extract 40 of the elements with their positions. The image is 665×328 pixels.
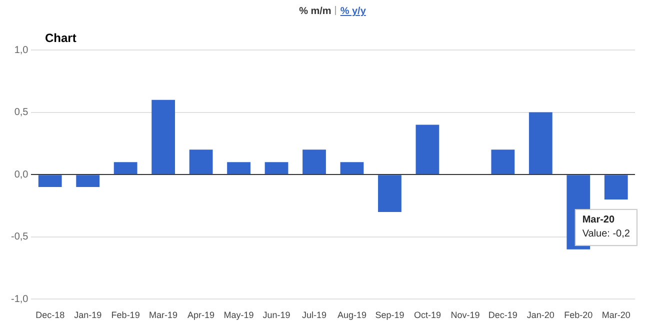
bar [378, 175, 402, 212]
bar [528, 112, 552, 174]
annotation: Mar-20 [582, 214, 615, 226]
y-tick-label: -0,5 [10, 232, 29, 243]
bar [491, 150, 515, 174]
x-tick-label: Sep-19 [375, 310, 404, 320]
x-tick-label: Nov-19 [450, 310, 480, 320]
annotation: Value: -0,2 [582, 228, 630, 240]
bar [189, 150, 213, 174]
bar [114, 162, 138, 174]
x-tick-label: May-19 [224, 310, 254, 320]
bar [416, 124, 440, 174]
x-tick-label: Jul-19 [302, 310, 327, 320]
x-tick-label: Apr-19 [188, 310, 215, 320]
x-tick-label: Jan-19 [74, 310, 102, 320]
bar [340, 162, 364, 174]
x-tick-label: Aug-19 [337, 310, 366, 320]
bar [38, 175, 62, 188]
chart-title: Chart [45, 31, 76, 45]
y-tick-label: -1,0 [10, 294, 29, 305]
x-tick-label: Dec-18 [36, 310, 65, 320]
text: % y/y [340, 6, 366, 17]
x-tick-label: Feb-19 [111, 310, 140, 320]
text: % m/m [299, 6, 332, 17]
bar [302, 150, 326, 174]
x-tick-label: Jun-19 [262, 310, 290, 320]
bar [264, 162, 288, 174]
x-tick-label: Feb-20 [564, 310, 593, 320]
bar [604, 175, 628, 200]
bar [76, 175, 100, 188]
y-tick-label: 0,0 [14, 169, 29, 180]
x-tick-label: Oct-19 [414, 310, 441, 320]
bar [152, 100, 176, 174]
x-tick-label: Mar-20 [602, 310, 630, 320]
x-tick-label: Mar-19 [149, 310, 178, 320]
x-tick-label: Jan-20 [526, 310, 554, 320]
bar [227, 162, 250, 174]
y-tick-label: 1,0 [14, 44, 29, 56]
x-tick-label: Dec-19 [488, 310, 518, 320]
y-tick-label: 0,5 [14, 107, 29, 118]
